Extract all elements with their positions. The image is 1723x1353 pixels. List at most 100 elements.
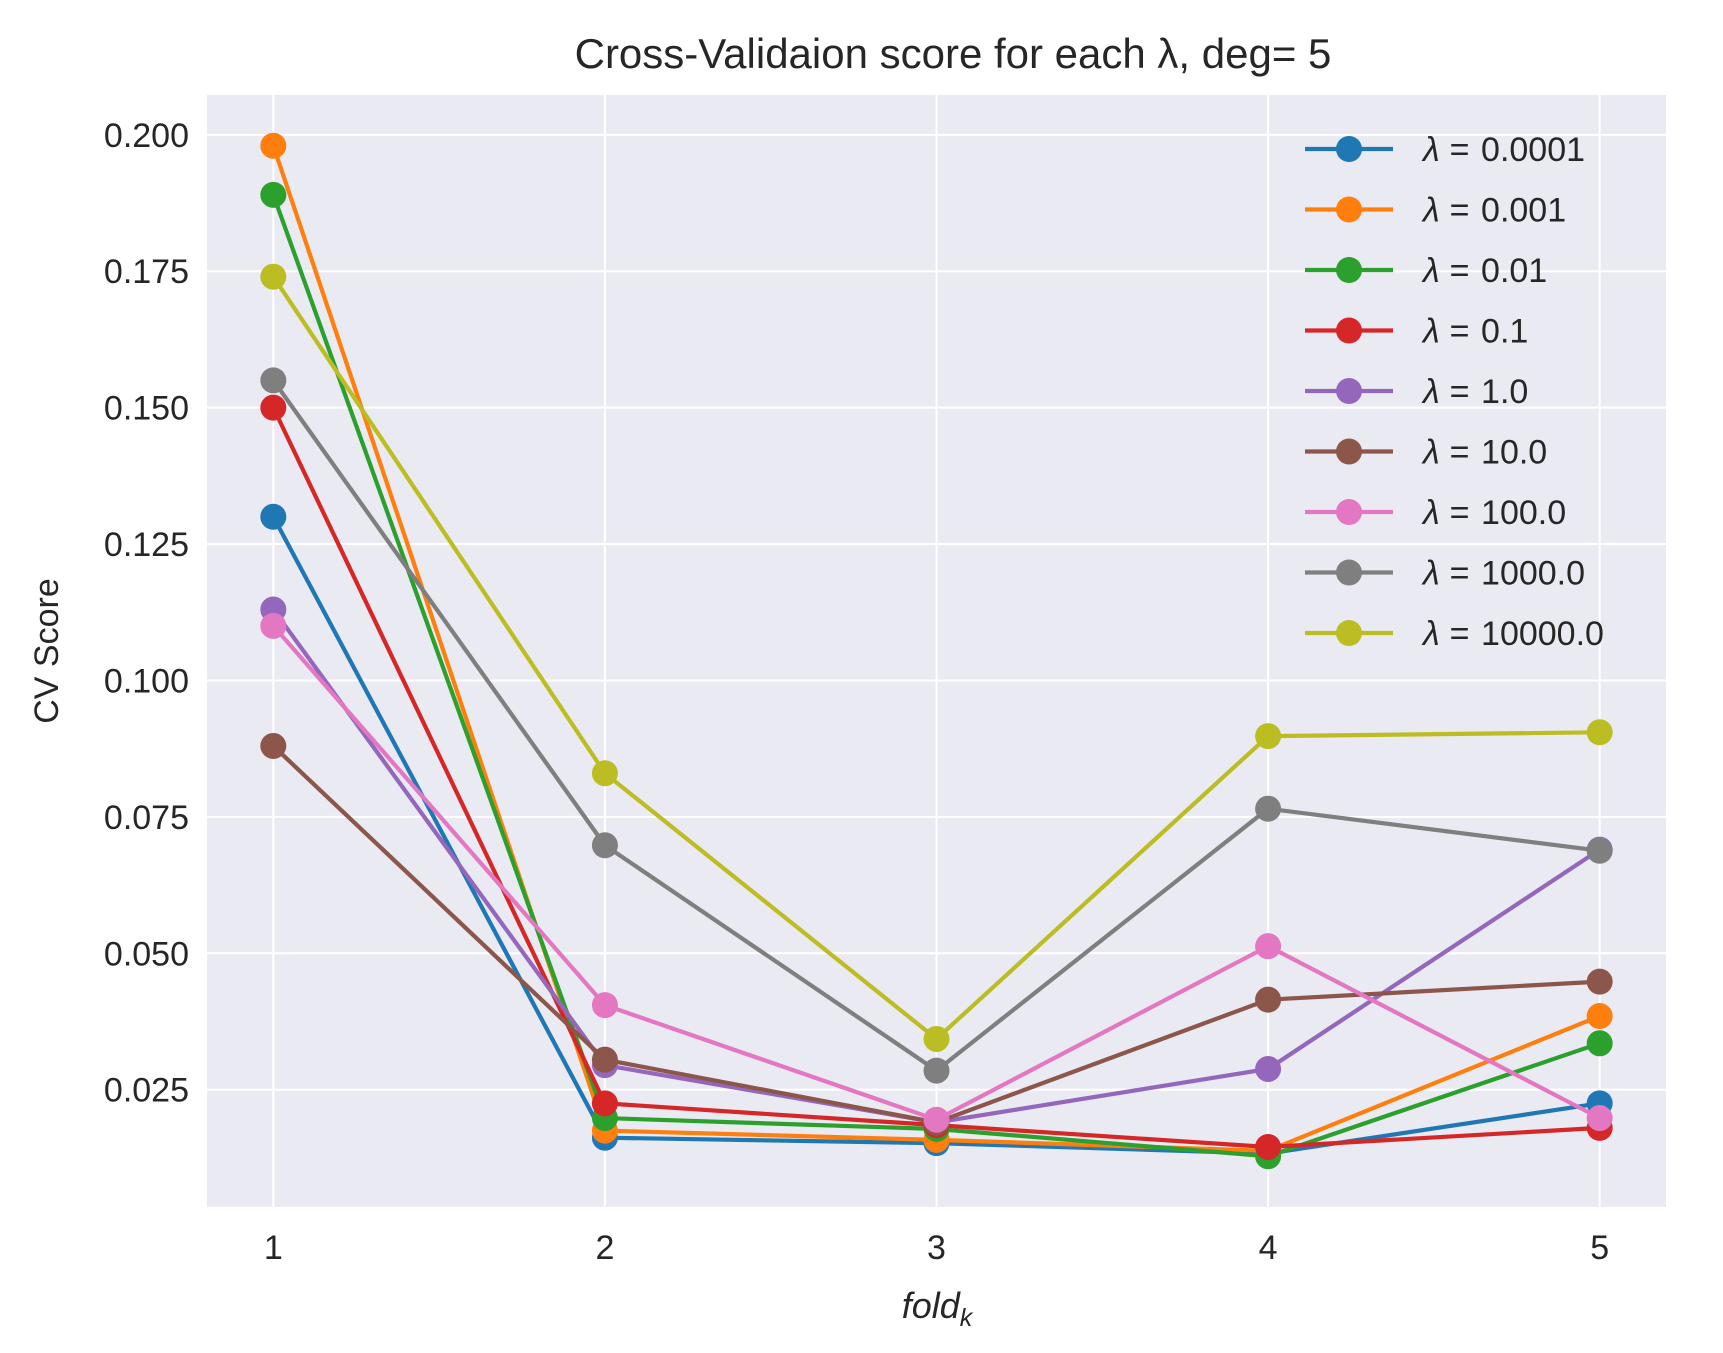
legend-marker (1336, 559, 1362, 586)
legend-marker (1336, 620, 1362, 646)
data-point (923, 1025, 950, 1052)
data-point (1586, 1105, 1613, 1132)
data-point (1255, 795, 1282, 822)
legend-item: λ = 1000.0 (1305, 555, 1585, 593)
legend-label: λ = 0.0001 (1421, 131, 1585, 169)
y-tick-label: 0.175 (104, 253, 189, 291)
data-point (1586, 1030, 1613, 1057)
legend-prefix: λ = (1421, 131, 1469, 169)
x-axis-ticks: 1 2 3 4 5 (264, 1229, 1609, 1267)
data-point (591, 832, 618, 859)
data-point (1255, 986, 1282, 1013)
y-axis-label: CV Score (28, 578, 66, 724)
legend-label: λ = 10.0 (1421, 434, 1547, 472)
legend-prefix: λ = (1421, 434, 1469, 472)
legend-item: λ = 0.0001 (1305, 131, 1585, 169)
data-point (591, 1090, 618, 1117)
legend-item: λ = 100.0 (1305, 494, 1566, 532)
data-point (260, 732, 287, 759)
legend-label: λ = 0.1 (1421, 313, 1528, 351)
data-point (591, 992, 618, 1019)
legend-prefix: λ = (1421, 555, 1469, 593)
data-point (1255, 933, 1282, 960)
legend-label: λ = 1.0 (1421, 373, 1528, 411)
x-tick-label: 1 (264, 1229, 283, 1267)
data-point (591, 1046, 618, 1073)
data-point (260, 181, 287, 208)
legend-label: λ = 0.01 (1421, 252, 1547, 290)
data-point (923, 1057, 950, 1084)
y-tick-label: 0.025 (104, 1072, 189, 1110)
data-point (260, 612, 287, 639)
legend-item: λ = 10000.0 (1305, 615, 1604, 653)
legend-label: λ = 10000.0 (1421, 615, 1604, 653)
data-point (1586, 719, 1613, 746)
legend-prefix: λ = (1421, 615, 1469, 653)
y-axis-ticks: 0.025 0.050 0.075 0.100 0.125 0.150 0.175 0.200 (104, 117, 189, 1110)
legend: λ = 0.0001 λ = 0.001 λ = 0.01 λ = 0.1 λ = 1.0 λ = 1… (1305, 131, 1604, 653)
legend-marker (1336, 257, 1362, 283)
legend-item: λ = 0.001 (1305, 192, 1566, 230)
legend-marker (1336, 317, 1362, 344)
legend-value: 0.0001 (1481, 131, 1585, 169)
legend-marker (1336, 196, 1362, 223)
series-layer (260, 132, 1613, 1170)
legend-value: 100.0 (1481, 494, 1566, 532)
data-point (260, 394, 287, 421)
grid-lines (207, 95, 1666, 1207)
y-tick-label: 0.075 (104, 799, 189, 837)
legend-marker (1336, 499, 1362, 525)
y-tick-label: 0.100 (104, 662, 189, 700)
legend-marker (1336, 438, 1362, 465)
x-axis-label: foldk (902, 1285, 974, 1332)
x-tick-label: 4 (1259, 1229, 1278, 1267)
x-axis-label-subscript: k (960, 1304, 974, 1332)
data-point (260, 367, 287, 394)
x-tick-label: 3 (927, 1229, 946, 1267)
x-axis-label-main: fold (902, 1285, 961, 1326)
series-10000.0 (260, 263, 1613, 1052)
legend-value: 0.1 (1481, 313, 1528, 351)
series-100.0 (260, 612, 1613, 1133)
legend-marker (1336, 378, 1362, 404)
x-tick-label: 2 (595, 1229, 614, 1267)
series-1000.0 (260, 367, 1613, 1084)
data-point (591, 760, 618, 787)
legend-label: λ = 1000.0 (1421, 555, 1585, 593)
data-point (1255, 1055, 1282, 1082)
legend-prefix: λ = (1421, 494, 1469, 532)
y-tick-label: 0.200 (104, 117, 189, 155)
legend-marker (1336, 136, 1362, 162)
data-point (260, 132, 287, 159)
x-tick-label: 5 (1590, 1229, 1609, 1267)
legend-item: λ = 0.01 (1305, 252, 1547, 290)
legend-value: 0.01 (1481, 252, 1547, 290)
legend-item: λ = 0.1 (1305, 313, 1528, 351)
data-point (260, 263, 287, 290)
legend-value: 10.0 (1481, 434, 1547, 472)
legend-prefix: λ = (1421, 252, 1469, 290)
legend-label: λ = 0.001 (1421, 192, 1566, 230)
data-point (1255, 1133, 1282, 1160)
legend-value: 1000.0 (1481, 555, 1585, 593)
data-point (1586, 1003, 1613, 1030)
legend-value: 1.0 (1481, 373, 1528, 411)
legend-label: λ = 100.0 (1421, 494, 1566, 532)
legend-item: λ = 10.0 (1305, 434, 1547, 472)
data-point (923, 1106, 950, 1133)
legend-prefix: λ = (1421, 373, 1469, 411)
legend-value: 10000.0 (1481, 615, 1604, 653)
legend-item: λ = 1.0 (1305, 373, 1528, 411)
legend-prefix: λ = (1421, 313, 1469, 351)
y-tick-label: 0.050 (104, 935, 189, 973)
y-tick-label: 0.150 (104, 390, 189, 428)
data-point (1586, 837, 1613, 864)
y-tick-label: 0.125 (104, 526, 189, 564)
data-point (1586, 968, 1613, 995)
legend-prefix: λ = (1421, 192, 1469, 230)
chart-title: Cross-Validaion score for each λ, deg= 5 (575, 30, 1332, 77)
data-point (1255, 723, 1282, 750)
legend-value: 0.001 (1481, 192, 1566, 230)
data-point (260, 503, 287, 530)
